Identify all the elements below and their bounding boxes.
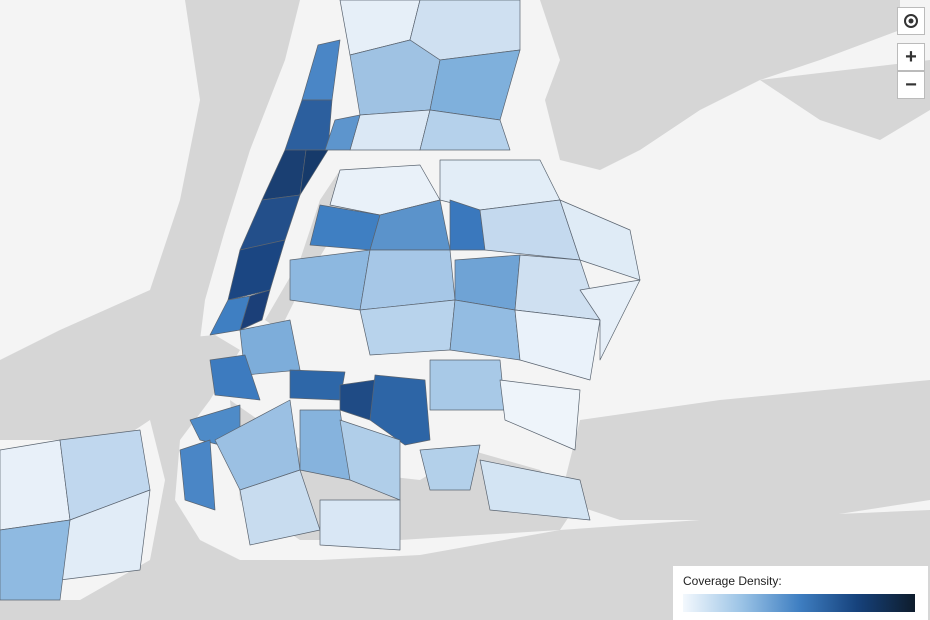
legend-gradient (683, 594, 915, 612)
legend-title: Coverage Density: (683, 574, 782, 588)
locate-icon (904, 14, 918, 28)
choropleth-zones (0, 0, 641, 601)
zoom-out-button[interactable]: − (897, 71, 925, 99)
legend: Coverage Density: (673, 566, 928, 620)
locate-button[interactable] (897, 7, 925, 35)
zoom-in-button[interactable]: + (897, 43, 925, 71)
